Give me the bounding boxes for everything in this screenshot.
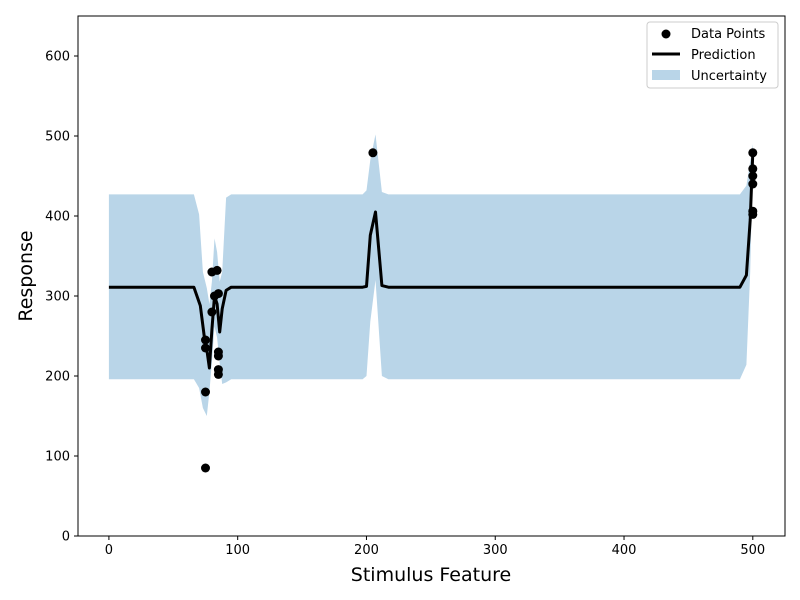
y-tick-label: 600 — [45, 50, 70, 65]
data-point — [368, 148, 378, 158]
data-point — [201, 387, 210, 397]
data-point — [207, 307, 217, 317]
data-point — [213, 289, 223, 299]
uncertainty-band-layer — [108, 134, 753, 416]
x-tick-label: 400 — [612, 543, 637, 558]
legend-label-uncertainty: Uncertainty — [691, 69, 767, 84]
plot-frame — [77, 15, 786, 537]
data-point — [213, 369, 223, 379]
legend-label-data-points: Data Points — [691, 27, 765, 42]
x-tick-label: 100 — [225, 543, 250, 558]
y-tick-label: 400 — [45, 210, 70, 225]
y-tick-label: 0 — [62, 530, 70, 545]
x-tick-label: 500 — [740, 543, 765, 558]
x-tick-label: 200 — [354, 543, 379, 558]
data-point — [212, 265, 222, 275]
data-point — [213, 351, 223, 361]
y-tick-label: 200 — [45, 370, 70, 385]
data-point — [201, 335, 210, 345]
x-tick-label: 300 — [483, 543, 508, 558]
legend-marker-data-points — [661, 29, 671, 39]
legend: Data Points Prediction Uncertainty — [646, 21, 779, 89]
legend-marker-uncertainty — [652, 70, 680, 80]
x-axis-title: Stimulus Feature — [351, 564, 511, 586]
data-point — [748, 179, 758, 189]
data-point — [201, 343, 210, 353]
data-point — [201, 463, 210, 473]
data-points-layer — [201, 148, 758, 473]
uncertainty-band — [108, 134, 753, 416]
y-axis-title: Response — [15, 230, 37, 321]
y-tick-label: 500 — [45, 130, 70, 145]
data-point — [748, 148, 758, 158]
y-tick-label: 300 — [45, 290, 70, 305]
y-axis-ticks: 0 100 200 300 400 500 600 — [45, 50, 78, 545]
data-point — [748, 171, 758, 181]
x-tick-label: 0 — [105, 543, 113, 558]
data-point — [748, 164, 758, 174]
y-tick-label: 100 — [45, 450, 70, 465]
data-point — [748, 209, 758, 219]
legend-label-prediction: Prediction — [691, 48, 756, 63]
x-axis-ticks: 0 100 200 300 400 500 — [105, 536, 765, 558]
